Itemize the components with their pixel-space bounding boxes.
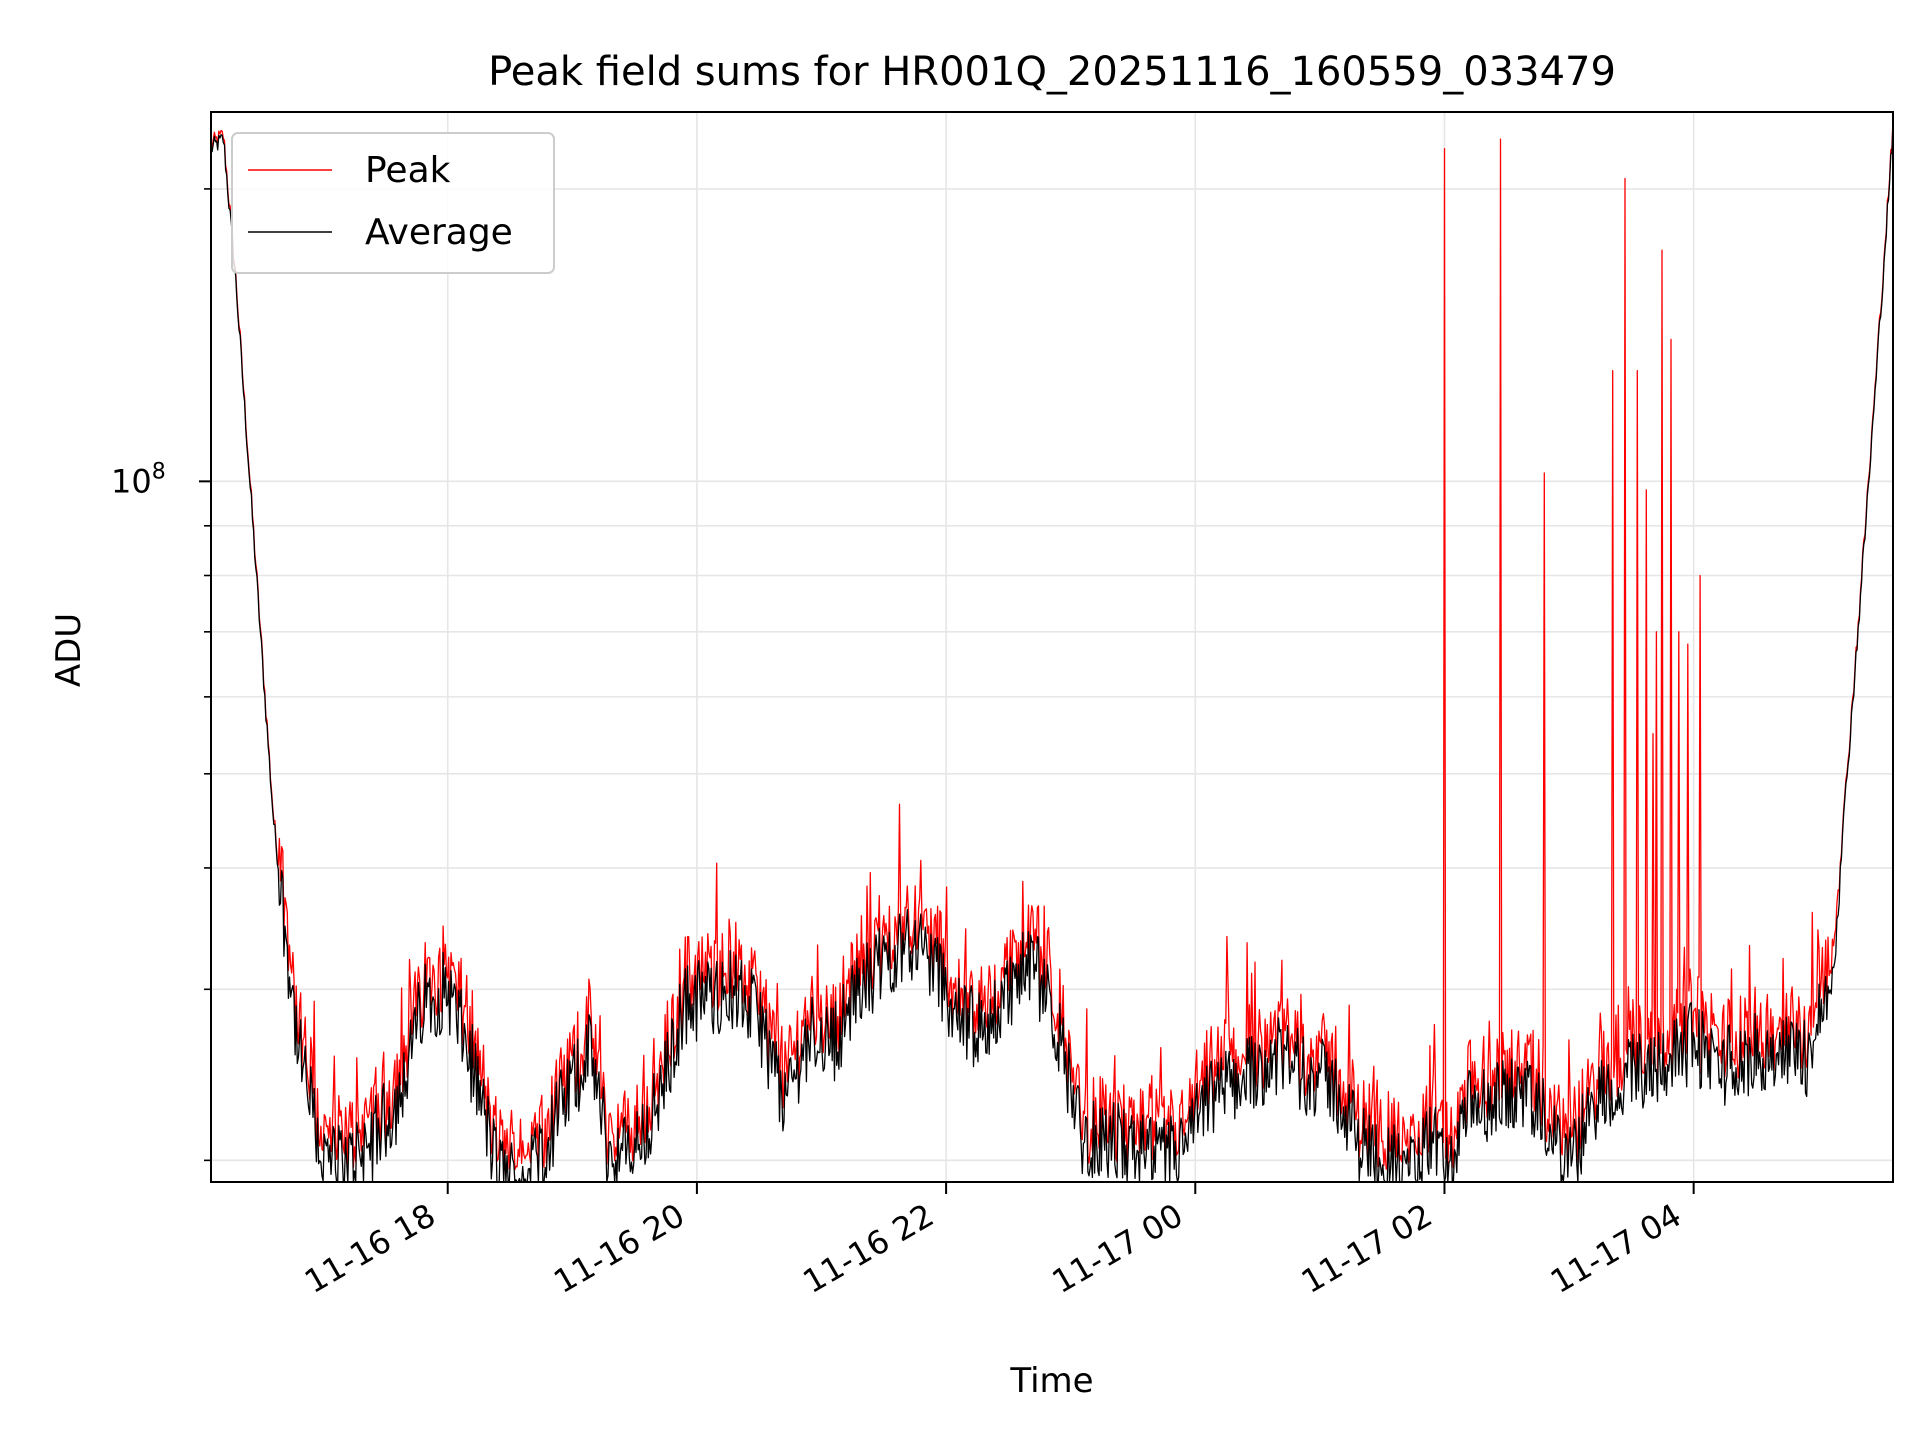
x-axis-label: Time — [1009, 1361, 1093, 1401]
legend-box — [231, 132, 555, 274]
chart-title: Peak field sums for HR001Q_20251116_1605… — [488, 49, 1616, 95]
y-axis-label: ADU — [49, 613, 89, 687]
legend-peak-label: Peak — [365, 150, 451, 191]
y-tick-label: 108 — [111, 459, 166, 500]
plot-series — [210, 117, 1894, 1183]
plot-frame — [210, 111, 1894, 1183]
series-average-line — [210, 121, 1894, 1183]
legend: Peak Average — [231, 132, 555, 274]
legend-average-label: Average — [365, 212, 513, 253]
